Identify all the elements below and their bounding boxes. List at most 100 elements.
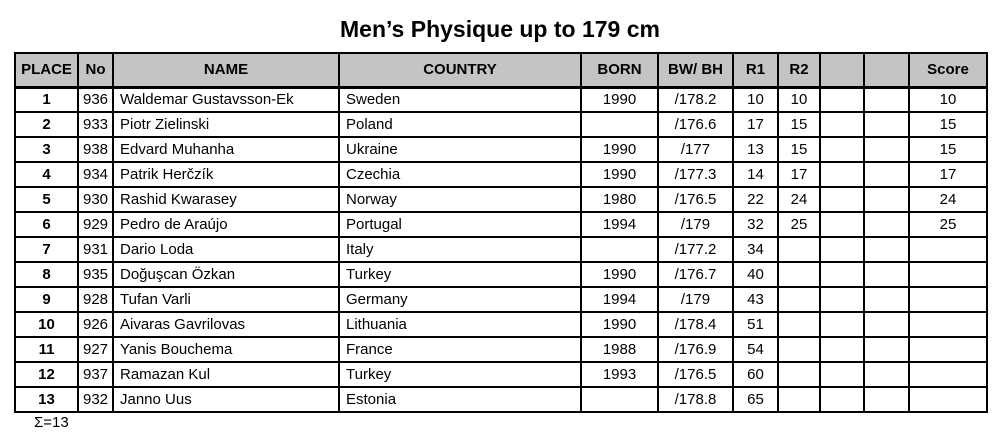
cell-bwbh: /176.6 — [657, 111, 734, 138]
cell-score — [908, 336, 988, 363]
total-count-label: Σ=13 — [34, 414, 69, 431]
cell-extra2 — [863, 86, 910, 113]
cell-r1: 65 — [732, 386, 779, 413]
cell-extra1 — [819, 186, 865, 213]
cell-extra2 — [863, 186, 910, 213]
cell-score — [908, 261, 988, 288]
table-row: 3 938 Edvard Muhanha Ukraine 1990 /177 1… — [14, 136, 988, 163]
column-header-country: COUNTRY — [338, 52, 582, 89]
column-header-score: Score — [908, 52, 988, 89]
cell-r2 — [777, 361, 821, 388]
cell-born: 1990 — [580, 311, 659, 338]
cell-name: Tufan Varli — [112, 286, 340, 313]
cell-no: 936 — [77, 86, 114, 113]
cell-extra2 — [863, 236, 910, 263]
cell-extra1 — [819, 161, 865, 188]
cell-extra1 — [819, 86, 865, 113]
cell-country: Lithuania — [338, 311, 582, 338]
cell-extra1 — [819, 211, 865, 238]
column-header-no: No — [77, 52, 114, 89]
cell-country: Italy — [338, 236, 582, 263]
cell-r1: 60 — [732, 361, 779, 388]
cell-r2: 24 — [777, 186, 821, 213]
cell-place: 12 — [14, 361, 79, 388]
cell-extra2 — [863, 361, 910, 388]
table-row: 7 931 Dario Loda Italy /177.2 34 — [14, 236, 988, 263]
cell-score — [908, 386, 988, 413]
column-header-place: PLACE — [14, 52, 79, 89]
cell-score: 15 — [908, 111, 988, 138]
cell-extra2 — [863, 286, 910, 313]
cell-born: 1980 — [580, 186, 659, 213]
cell-bwbh: /176.5 — [657, 361, 734, 388]
cell-extra1 — [819, 286, 865, 313]
cell-country: Norway — [338, 186, 582, 213]
cell-name: Yanis Bouchema — [112, 336, 340, 363]
cell-bwbh: /176.5 — [657, 186, 734, 213]
cell-bwbh: /177 — [657, 136, 734, 163]
cell-r2 — [777, 386, 821, 413]
cell-bwbh: /177.2 — [657, 236, 734, 263]
cell-r2 — [777, 236, 821, 263]
table-row: 8 935 Doğuşcan Özkan Turkey 1990 /176.7 … — [14, 261, 988, 288]
cell-name: Pedro de Araújo — [112, 211, 340, 238]
cell-score — [908, 361, 988, 388]
table-row: 11 927 Yanis Bouchema France 1988 /176.9… — [14, 336, 988, 363]
cell-place: 3 — [14, 136, 79, 163]
cell-country: Estonia — [338, 386, 582, 413]
cell-r1: 32 — [732, 211, 779, 238]
cell-score: 25 — [908, 211, 988, 238]
cell-r2 — [777, 311, 821, 338]
cell-r2: 17 — [777, 161, 821, 188]
cell-bwbh: /176.7 — [657, 261, 734, 288]
cell-bwbh: /178.8 — [657, 386, 734, 413]
cell-place: 5 — [14, 186, 79, 213]
cell-score — [908, 286, 988, 313]
cell-name: Edvard Muhanha — [112, 136, 340, 163]
cell-extra2 — [863, 386, 910, 413]
cell-bwbh: /178.4 — [657, 311, 734, 338]
cell-no: 931 — [77, 236, 114, 263]
cell-place: 7 — [14, 236, 79, 263]
cell-no: 934 — [77, 161, 114, 188]
cell-no: 938 — [77, 136, 114, 163]
cell-name: Dario Loda — [112, 236, 340, 263]
cell-born — [580, 236, 659, 263]
cell-extra2 — [863, 311, 910, 338]
cell-r1: 51 — [732, 311, 779, 338]
cell-no: 926 — [77, 311, 114, 338]
table-row: 9 928 Tufan Varli Germany 1994 /179 43 — [14, 286, 988, 313]
table-header: PLACE No NAME COUNTRY BORN BW/ BH R1 R2 … — [14, 52, 988, 89]
cell-r2 — [777, 336, 821, 363]
cell-extra1 — [819, 111, 865, 138]
cell-born: 1993 — [580, 361, 659, 388]
cell-no: 932 — [77, 386, 114, 413]
cell-born: 1994 — [580, 211, 659, 238]
results-table: PLACE No NAME COUNTRY BORN BW/ BH R1 R2 … — [14, 52, 988, 413]
cell-no: 927 — [77, 336, 114, 363]
cell-extra2 — [863, 211, 910, 238]
cell-r1: 54 — [732, 336, 779, 363]
cell-country: Sweden — [338, 86, 582, 113]
cell-country: Ukraine — [338, 136, 582, 163]
cell-name: Rashid Kwarasey — [112, 186, 340, 213]
cell-no: 937 — [77, 361, 114, 388]
cell-extra1 — [819, 361, 865, 388]
cell-r1: 13 — [732, 136, 779, 163]
cell-score: 10 — [908, 86, 988, 113]
table-body: 1 936 Waldemar Gustavsson-Ek Sweden 1990… — [14, 86, 988, 413]
cell-place: 1 — [14, 86, 79, 113]
cell-place: 6 — [14, 211, 79, 238]
cell-country: Portugal — [338, 211, 582, 238]
cell-bwbh: /179 — [657, 211, 734, 238]
column-header-born: BORN — [580, 52, 659, 89]
column-header-extra2 — [863, 52, 910, 89]
column-header-r2: R2 — [777, 52, 821, 89]
cell-extra1 — [819, 136, 865, 163]
cell-score: 17 — [908, 161, 988, 188]
header-row: PLACE No NAME COUNTRY BORN BW/ BH R1 R2 … — [14, 52, 988, 89]
cell-no: 930 — [77, 186, 114, 213]
cell-extra2 — [863, 261, 910, 288]
cell-country: France — [338, 336, 582, 363]
